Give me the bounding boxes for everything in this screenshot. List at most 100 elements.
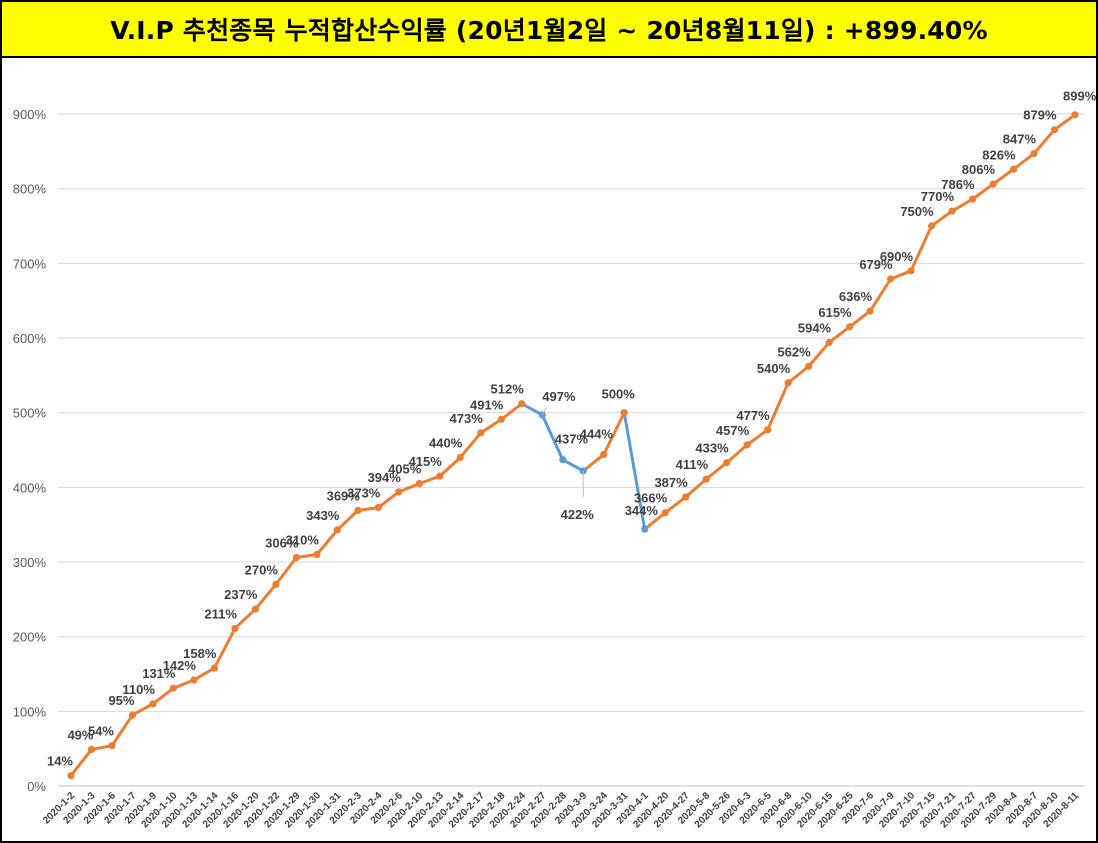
series-segment [212,626,237,670]
series-segment [971,182,995,201]
y-tick-label: 500% [13,406,47,421]
series-segment [950,197,975,213]
series-segment [622,411,647,531]
data-point [190,676,198,684]
data-label: 786% [941,177,975,192]
data-label: 237% [224,587,258,602]
data-point [128,711,137,719]
data-point [948,207,956,215]
data-label: 270% [245,562,279,577]
data-point [764,426,772,434]
data-point [1071,111,1079,119]
data-point [825,338,833,347]
data-label: 394% [368,470,402,485]
data-points [67,111,1079,780]
data-point [354,506,362,515]
data-label: 457% [716,423,750,438]
data-point [641,525,649,533]
data-point [210,664,219,672]
data-point [927,222,936,230]
series-segment [991,167,1016,186]
series-segment [499,402,524,421]
series-segment [130,702,155,717]
data-label: 879% [1023,108,1057,123]
data-point [292,553,300,562]
data-label: 211% [204,606,237,621]
y-tick-label: 100% [13,704,47,719]
data-point [702,475,710,483]
series-segment [397,482,421,494]
data-label: 750% [900,204,934,219]
data-label: 343% [306,508,340,523]
data-label: 422% [561,507,595,522]
data-point [313,550,321,559]
series-segment [807,340,831,368]
data-point [784,379,792,387]
chart-title: V.I.P 추천종목 누적합산수익률 (20년1월2일 ~ 20년8월11일) … [110,16,988,45]
series-segment [827,325,852,344]
data-label: 366% [634,491,668,506]
series-segment [704,461,729,481]
series-segment [602,411,626,456]
series-segment [1053,113,1077,132]
data-label: 411% [676,457,709,472]
y-tick-label: 0% [27,779,46,794]
series-segment [417,474,442,486]
data-label: 437% [555,432,589,447]
data-label: 847% [1003,132,1037,147]
series-segment [540,413,565,462]
data-label: 770% [921,189,955,204]
data-label: 615% [818,305,852,320]
series-segment [745,428,770,447]
series-segment [930,209,954,228]
y-tick-label: 400% [13,480,47,495]
data-point [169,684,178,692]
data-point [67,771,75,780]
data-label: 594% [798,320,832,335]
series-segment [561,458,585,473]
data-point [251,605,260,613]
series-segment [171,678,196,690]
data-label: 440% [429,435,463,450]
data-point [866,307,874,315]
series-segment [868,277,893,313]
data-point [907,267,915,275]
y-tick-label: 200% [13,630,47,645]
data-label: 477% [736,408,770,423]
data-point [846,323,854,331]
data-point [559,456,567,464]
data-point [87,745,96,754]
data-label: 405% [388,462,422,477]
series-segment [889,269,913,281]
series-segment [69,747,93,778]
series-segment [848,309,872,329]
data-label: 562% [777,344,811,359]
data-point [415,480,423,488]
data-point [1050,126,1059,134]
y-axis-ticks: 0% 100% 200% 300% 400% 500% 600% 700% 800% 900% [13,107,47,794]
data-label: 142% [163,658,197,673]
data-point [149,700,157,708]
data-point [968,195,977,203]
data-label: 14% [47,754,73,769]
y-tick-label: 300% [13,555,47,570]
series-segment [376,490,401,509]
data-label: 491% [470,397,504,412]
data-label: 158% [183,646,217,661]
data-point [620,409,628,417]
data-point [456,453,464,462]
y-tick-label: 900% [13,107,47,122]
series-segment [766,381,790,432]
data-point [886,275,895,283]
data-label: 690% [880,249,914,264]
title-banner: V.I.P 추천종목 누적합산수익률 (20년1월2일 ~ 20년8월11일) … [2,2,1096,58]
series-segment [581,452,606,473]
data-point [1030,149,1038,158]
series-segment [786,364,811,385]
data-point [600,450,608,459]
data-label: 806% [962,162,996,177]
data-label: 473% [450,411,484,426]
data-label: 49% [67,727,93,742]
